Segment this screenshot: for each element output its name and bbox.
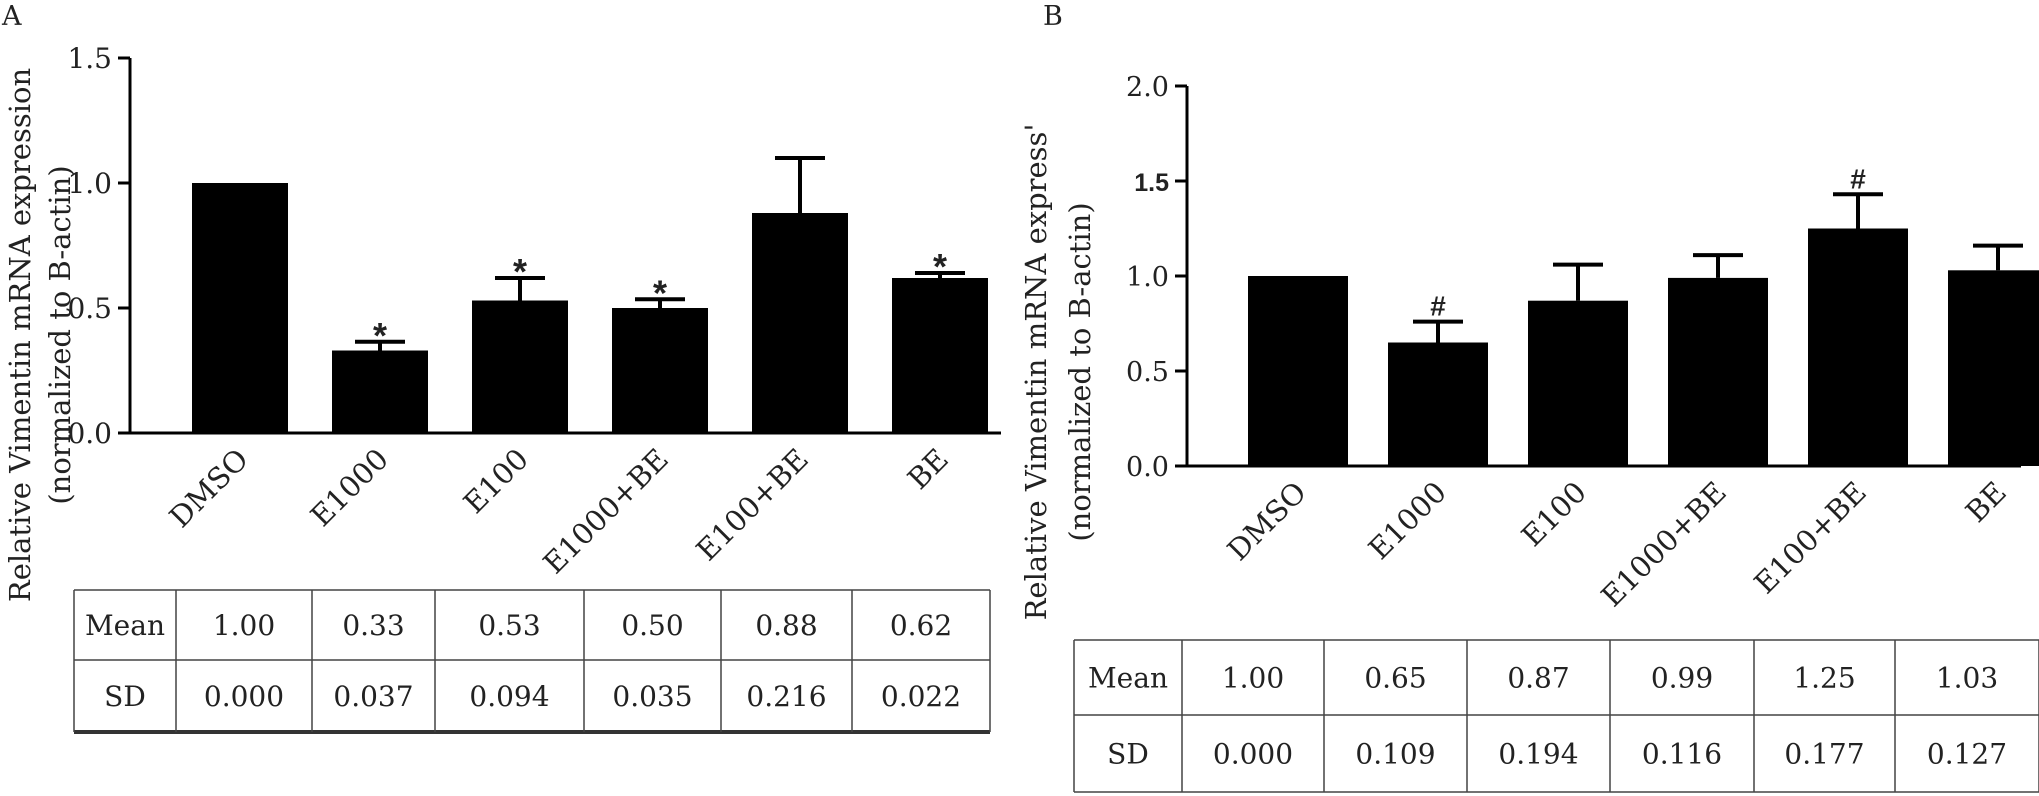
x-tick-label: E1000: [1362, 475, 1453, 566]
table-cell: 0.000: [204, 680, 284, 713]
y-tick-label: 1.0: [67, 167, 112, 200]
bar-e1000-plus-be: [612, 308, 708, 433]
x-tick-label: DMSO: [163, 442, 255, 534]
y-tick-label: 2.0: [1126, 72, 1169, 103]
bar-e100-plus-be: [752, 213, 848, 433]
table-cell: 0.000: [1213, 738, 1293, 771]
bar-e100-plus-be: [1808, 228, 1908, 466]
x-tick-label: E1000: [304, 442, 395, 533]
table-cell: 0.094: [469, 680, 549, 713]
x-tick-label: E100: [457, 442, 535, 520]
x-tick-label: BE: [901, 442, 955, 496]
table-cell: 0.035: [612, 680, 692, 713]
table-cell: 0.87: [1507, 662, 1569, 695]
y-axis-label-sub: (normalized to B-actin): [1063, 202, 1097, 541]
y-axis-label: Relative Vimentin mRNA expression: [3, 68, 37, 602]
table-cell: 0.194: [1498, 738, 1578, 771]
x-tick-label: E1000+BE: [537, 442, 675, 580]
panel-a-label: A: [1, 1, 22, 32]
table-cell: 0.177: [1784, 738, 1864, 771]
y-tick-label: 1.5: [67, 42, 112, 75]
bar-e100: [1528, 300, 1628, 466]
bar-e1000-plus-be: [1668, 277, 1768, 466]
table-cell: 0.65: [1364, 662, 1426, 695]
chart-panel-a: 0.0 0.5 1.0 1.5 Relative Vimentin mRNA expre…: [3, 42, 1001, 734]
table-cell: 0.53: [478, 609, 540, 642]
significance-marker: *: [933, 246, 947, 287]
table-cell: 0.116: [1642, 738, 1722, 771]
table-cell: 0.99: [1651, 662, 1713, 695]
table-row-header: Mean: [1088, 662, 1168, 695]
table-cell: 0.62: [890, 609, 952, 642]
significance-marker: *: [513, 251, 527, 292]
table-cell: 1.00: [213, 609, 275, 642]
table-row-header: Mean: [85, 609, 165, 642]
table-cell: 0.109: [1355, 738, 1435, 771]
x-tick-label: E100: [1515, 475, 1593, 553]
significance-marker: #: [1430, 291, 1446, 322]
x-tick-label: E1000+BE: [1595, 475, 1733, 613]
y-tick-label: 0.5: [1126, 357, 1169, 388]
table-cell: 0.50: [621, 609, 683, 642]
bar-be: [1948, 270, 2039, 466]
bar-be: [892, 278, 988, 433]
y-tick-label: 1.5: [1134, 169, 1169, 197]
significance-marker: #: [1850, 163, 1866, 194]
significance-marker: *: [373, 315, 387, 356]
table-row-header: SD: [1107, 738, 1149, 771]
y-axis-label-sub: (normalized to B-actin): [43, 165, 77, 504]
bar-e1000: [332, 350, 428, 433]
chart-panel-b: 0.0 0.5 1.0 1.5 2.0 Relative Vimentin mRNA ex…: [1019, 72, 2039, 793]
x-tick-label: E100+BE: [690, 442, 815, 567]
table-cell: 0.127: [1927, 738, 2007, 771]
y-tick-label: 0.5: [67, 292, 112, 325]
bar-e1000: [1388, 342, 1488, 466]
table-cell: 1.03: [1936, 662, 1998, 695]
panel-b-label: B: [1043, 1, 1063, 32]
y-tick-label: 0.0: [1126, 452, 1169, 483]
table-cell: 0.88: [755, 609, 817, 642]
table-cell: 1.00: [1222, 662, 1284, 695]
bar-e100: [472, 300, 568, 433]
y-axis-label: Relative Vimentin mRNA express': [1019, 124, 1053, 621]
significance-marker: *: [653, 272, 667, 313]
x-tick-label: DMSO: [1221, 475, 1313, 567]
table-cell: 1.25: [1793, 662, 1855, 695]
x-tick-label: E100+BE: [1748, 475, 1873, 600]
table-cell: 0.33: [342, 609, 404, 642]
table-cell: 0.037: [333, 680, 413, 713]
bar-dmso: [1248, 276, 1348, 466]
table-row-header: SD: [104, 680, 146, 713]
table-cell: 0.216: [746, 680, 826, 713]
x-tick-label: BE: [1959, 475, 2013, 529]
table-cell: 0.022: [881, 680, 961, 713]
y-tick-label: 1.0: [1126, 262, 1169, 293]
y-tick-label: 0.0: [67, 417, 112, 450]
bar-dmso: [192, 183, 288, 433]
